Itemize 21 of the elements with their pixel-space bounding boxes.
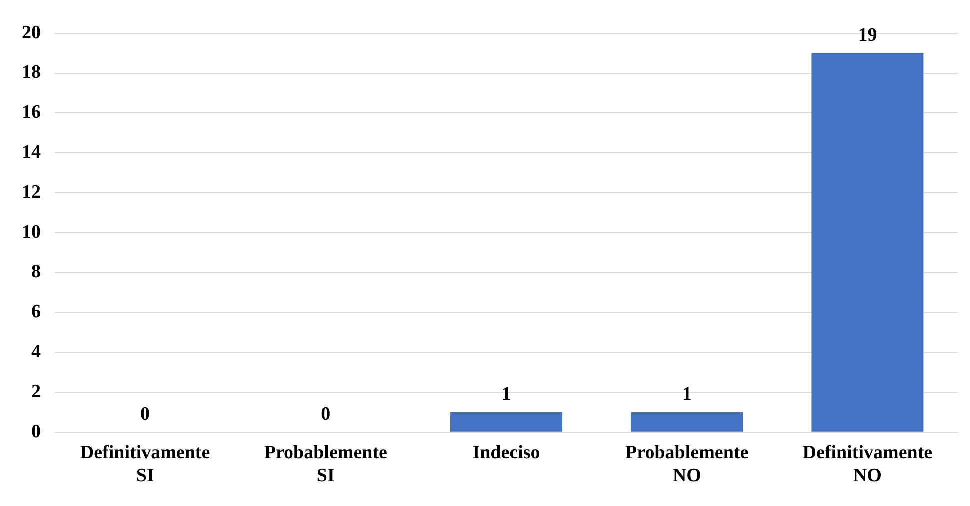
data-label: 1 bbox=[502, 384, 512, 405]
y-tick-label: 10 bbox=[22, 222, 41, 243]
y-tick-label: 2 bbox=[32, 381, 41, 402]
data-label: 0 bbox=[321, 404, 331, 425]
x-tick-label: Probablemente SI bbox=[264, 442, 388, 487]
y-tick-label: 16 bbox=[22, 102, 41, 124]
data-label: 0 bbox=[140, 404, 150, 425]
x-tick-label: Definitivamente NO bbox=[802, 442, 933, 487]
data-label: 19 bbox=[858, 24, 878, 46]
y-tick-label: 14 bbox=[22, 142, 42, 164]
y-tick-label: 20 bbox=[22, 22, 41, 44]
x-tick-label: Definitivamente SI bbox=[80, 442, 210, 487]
y-tick-label: 8 bbox=[32, 262, 41, 283]
y-tick-label: 0 bbox=[32, 421, 41, 442]
data-label: 1 bbox=[682, 384, 692, 405]
x-tick-label: Probablemente NO bbox=[626, 442, 749, 487]
y-tick-label: 12 bbox=[22, 182, 41, 203]
x-tick-label: Indeciso bbox=[472, 442, 540, 464]
y-tick-label: 4 bbox=[32, 342, 42, 363]
y-tick-label: 6 bbox=[32, 302, 41, 323]
y-tick-label: 18 bbox=[22, 62, 41, 84]
